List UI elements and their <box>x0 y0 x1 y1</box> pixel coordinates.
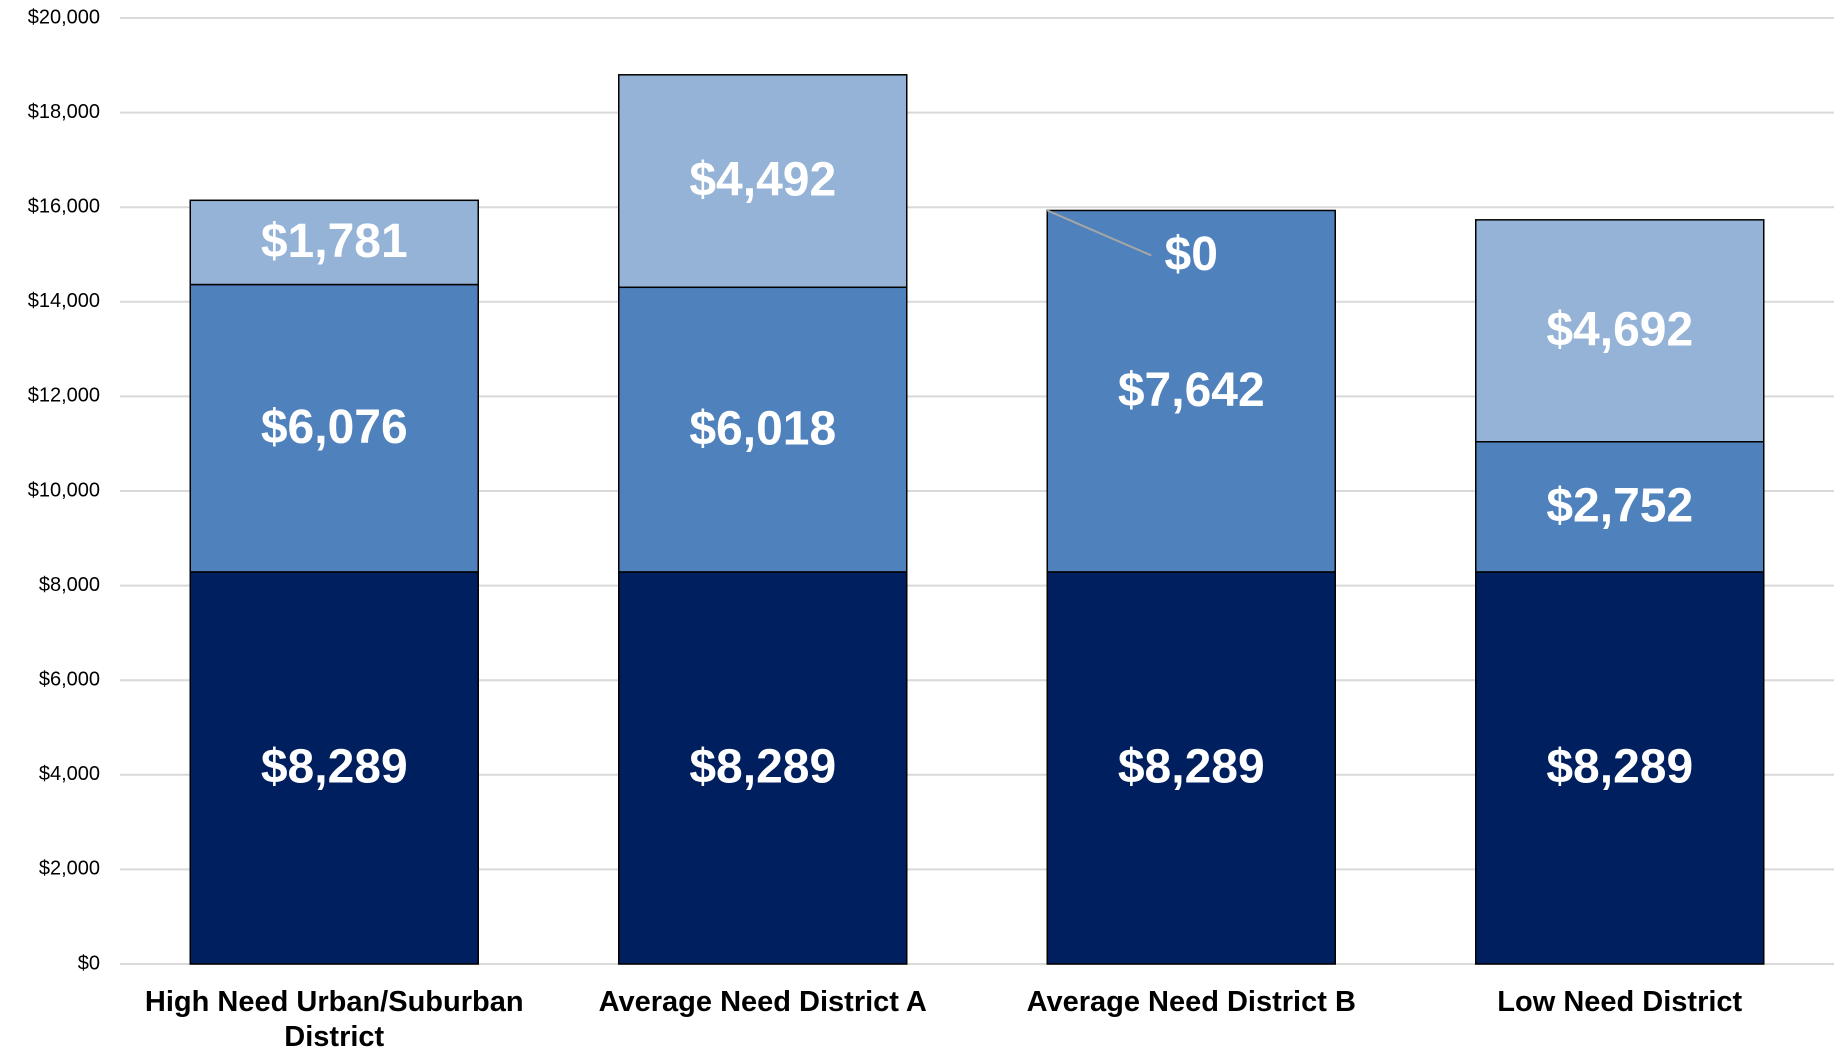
y-tick-label: $2,000 <box>39 858 100 880</box>
value-label: $8,289 <box>1118 741 1265 794</box>
leader-line <box>1046 209 1152 257</box>
x-tick-label: Average Need District A <box>598 986 927 1018</box>
bar-segment <box>618 286 908 573</box>
x-tick-label: High Need Urban/Suburban District <box>144 986 524 1053</box>
bar-segment <box>189 283 479 573</box>
value-label: $8,289 <box>689 741 836 794</box>
value-label: $1,781 <box>261 215 408 268</box>
value-label: $6,076 <box>261 401 408 454</box>
y-tick-label: $10,000 <box>28 479 100 501</box>
value-label: $7,642 <box>1118 364 1265 417</box>
y-tick-label: $8,000 <box>39 574 100 596</box>
y-tick-label: $0 <box>78 952 100 974</box>
value-label: $2,752 <box>1546 480 1693 533</box>
bar-segment <box>189 571 479 965</box>
y-tick-label: $6,000 <box>39 668 100 690</box>
y-tick-label: $14,000 <box>28 290 100 312</box>
x-tick-label: Low Need District <box>1497 986 1743 1018</box>
bar-segment <box>1475 441 1765 573</box>
value-label: $8,289 <box>1546 741 1693 794</box>
value-label: $6,018 <box>689 402 836 455</box>
value-label: $8,289 <box>261 741 408 794</box>
bar-segment <box>1046 209 1336 573</box>
bar-segment <box>618 571 908 965</box>
bar-segment <box>1475 219 1765 443</box>
y-tick-label: $18,000 <box>28 101 100 123</box>
x-tick-label: Average Need District B <box>1026 986 1356 1018</box>
y-tick-label: $20,000 <box>28 6 100 28</box>
value-label: $4,492 <box>689 154 836 207</box>
bar-segment <box>1046 571 1336 965</box>
bar-segment <box>618 74 908 289</box>
bar-segment <box>189 199 479 286</box>
value-label: $4,692 <box>1546 303 1693 356</box>
y-tick-label: $16,000 <box>28 195 100 217</box>
value-label: $0 <box>1165 228 1218 281</box>
y-tick-label: $12,000 <box>28 385 100 407</box>
y-tick-label: $4,000 <box>39 763 100 785</box>
